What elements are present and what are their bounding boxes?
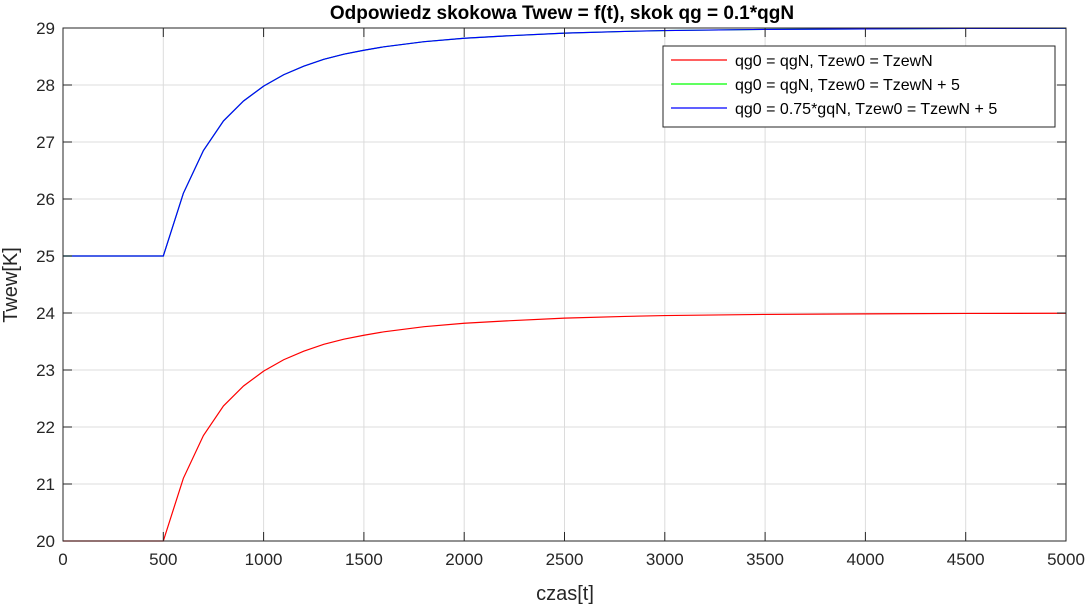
y-tick-label: 29 [36,19,55,38]
x-tick-label: 3500 [746,550,784,569]
x-tick-label: 3000 [646,550,684,569]
legend-label-3: qg0 = 0.75*gqN, Tzew0 = TzewN + 5 [735,101,997,118]
y-tick-label: 28 [36,76,55,95]
chart-title: Odpowiedz skokowa Twew = f(t), skok qg =… [330,3,794,24]
y-tick-label: 21 [36,475,55,494]
y-tick-label: 24 [36,304,55,323]
x-axis-label: czas[t] [536,583,594,605]
x-tick-label: 5000 [1047,550,1085,569]
y-tick-labels: 20 21 22 23 24 25 26 27 28 29 [36,19,55,551]
x-tick-label: 1500 [345,550,383,569]
legend-box [662,45,1056,128]
x-tick-label: 2000 [445,550,483,569]
y-axis-label: Twew[K] [0,247,22,323]
legend: qg0 = qgN, Tzew0 = TzewN qg0 = qgN, Tzew0… [662,45,1056,128]
y-tick-label: 22 [36,418,55,437]
x-tick-label: 500 [149,550,177,569]
axis-ticks [62,27,1067,542]
y-tick-label: 20 [36,532,55,551]
y-tick-label: 25 [36,247,55,266]
x-tick-label: 1000 [245,550,283,569]
x-tick-label: 2500 [546,550,584,569]
series-line-1 [63,312,1067,542]
y-tick-label: 26 [36,190,55,209]
x-tick-label: 4000 [846,550,884,569]
series-lines [63,27,1067,542]
x-tick-labels: 0 500 1000 1500 2000 2500 3000 3500 4000 4500 5000 [58,550,1085,569]
series-line-3 [63,27,1067,257]
x-tick-label: 4500 [947,550,985,569]
y-tick-label: 23 [36,361,55,380]
legend-label-1: qg0 = qgN, Tzew0 = TzewN [735,53,933,70]
y-tick-label: 27 [36,133,55,152]
legend-label-2: qg0 = qgN, Tzew0 = TzewN + 5 [735,77,960,94]
x-tick-label: 0 [58,550,67,569]
